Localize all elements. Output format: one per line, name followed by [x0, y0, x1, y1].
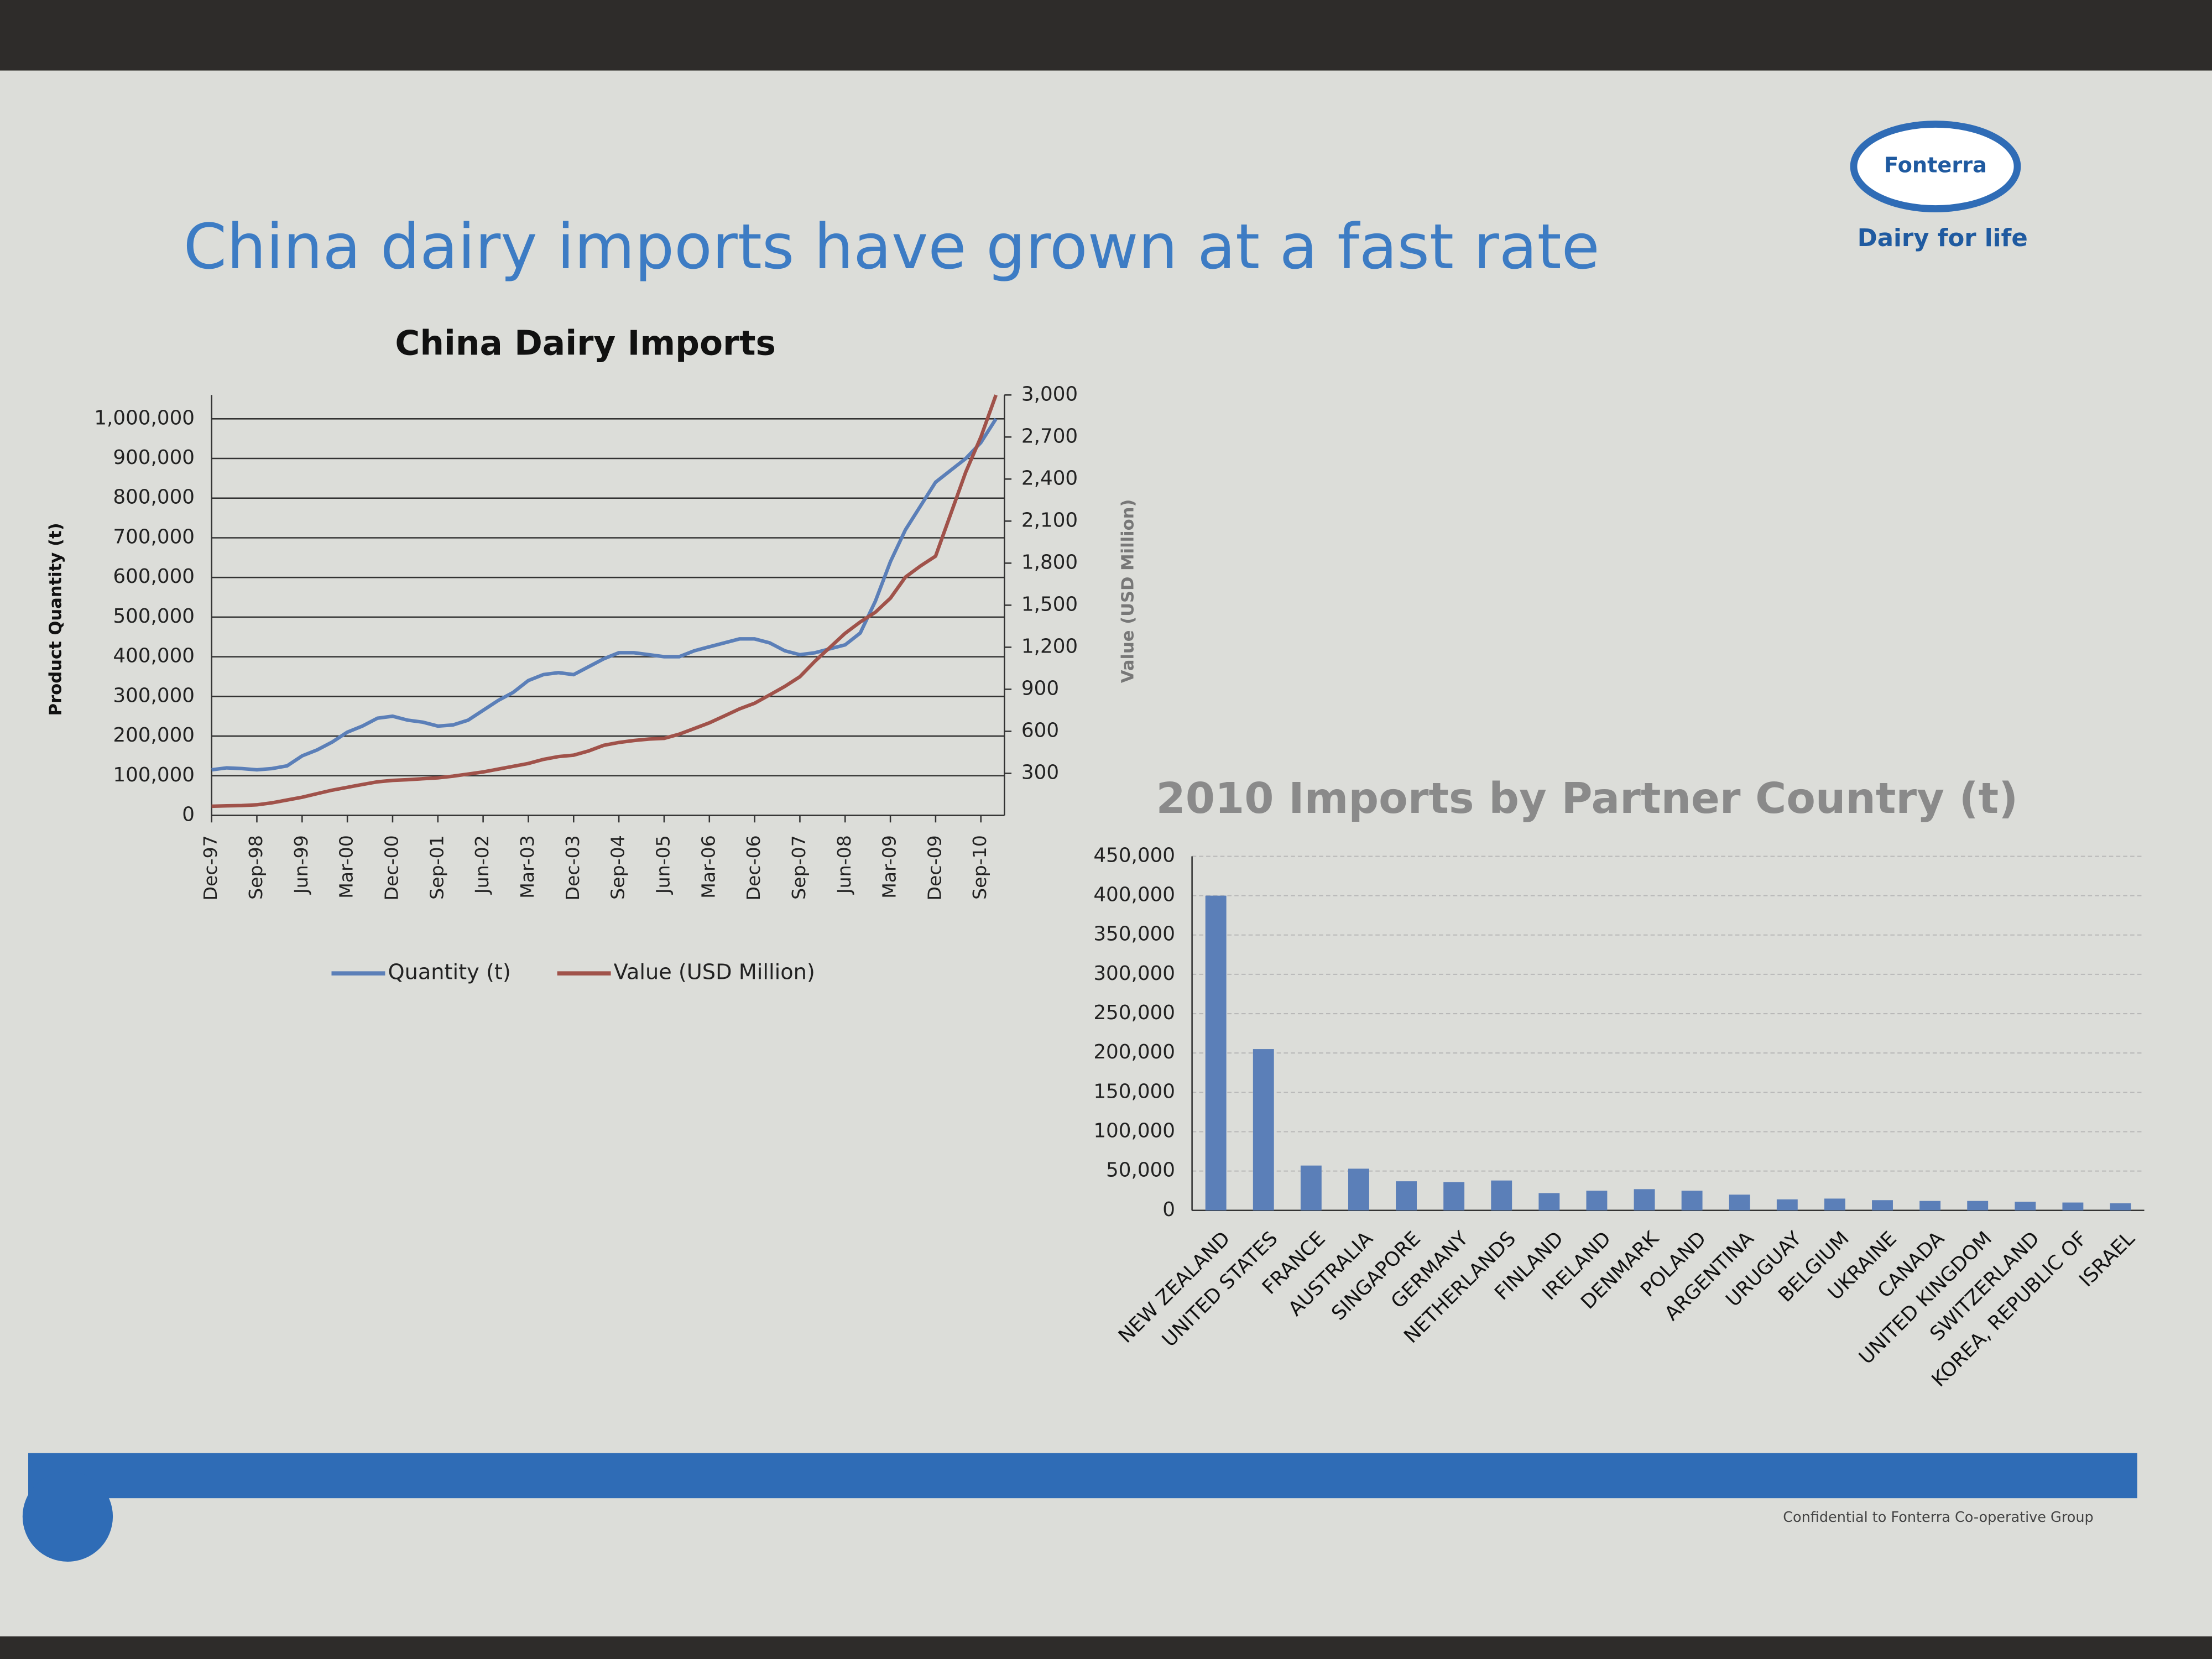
x-tick-label: Jun-08	[833, 835, 855, 895]
y-tick-label: 300,000	[113, 684, 195, 707]
x-tick-label: Dec-09	[924, 835, 945, 900]
x-tick-label: Jun-99	[290, 835, 312, 895]
bar	[1396, 1181, 1417, 1211]
bar	[1538, 1193, 1560, 1211]
y2-tick-label: 1,800	[1021, 551, 1078, 573]
bar	[1872, 1200, 1893, 1211]
y2-tick-label: 2,700	[1021, 425, 1078, 447]
y2-axis-title: Value (USD Million)	[1118, 499, 1138, 684]
y-tick-label: 800,000	[113, 486, 195, 509]
bar	[2110, 1203, 2131, 1211]
footer-band	[28, 1453, 2137, 1499]
footer-swoosh	[22, 1471, 113, 1562]
bar	[1776, 1199, 1798, 1211]
y-tick-label: 300,000	[1093, 962, 1175, 985]
y-tick-label: 900,000	[113, 446, 195, 469]
bar	[1443, 1182, 1465, 1211]
y-tick-label: 200,000	[113, 724, 195, 747]
y2-tick-label: 1,200	[1021, 635, 1078, 658]
y-tick-label: 400,000	[1093, 884, 1175, 906]
y-tick-label: 400,000	[113, 645, 195, 667]
series-line	[211, 394, 998, 808]
y2-tick-label: 3,000	[1021, 383, 1078, 405]
x-tick-label: Jun-05	[652, 835, 674, 895]
x-tick-label: Sep-07	[788, 835, 810, 900]
x-tick-label: Mar-00	[336, 835, 357, 899]
y2-tick-label: 2,100	[1021, 509, 1078, 531]
legend-label: Quantity (t)	[388, 960, 511, 985]
x-tick-label: Sep-04	[607, 835, 629, 900]
paper	[0, 70, 2212, 1637]
y2-tick-label: 900	[1021, 677, 1059, 700]
y-tick-label: 50,000	[1106, 1159, 1175, 1182]
x-tick-label: Dec-06	[743, 835, 764, 900]
y-tick-label: 200,000	[1093, 1041, 1175, 1063]
x-tick-label: Sep-01	[426, 835, 447, 900]
bar	[1824, 1198, 1845, 1211]
y-tick-label: 450,000	[1093, 844, 1175, 867]
y2-tick-label: 2,400	[1021, 467, 1078, 489]
series-line	[211, 418, 998, 772]
y-tick-label: 1,000,000	[94, 406, 195, 429]
logo-ring	[1850, 121, 2021, 212]
y-tick-label: 100,000	[1093, 1119, 1175, 1142]
x-tick-label: Sep-10	[969, 835, 990, 900]
y-tick-label: 0	[182, 803, 195, 826]
bar	[1348, 1168, 1369, 1211]
bar	[2062, 1202, 2084, 1211]
bar	[1253, 1049, 1274, 1211]
x-tick-label: Mar-09	[879, 835, 900, 899]
y-tick-label: 350,000	[1093, 923, 1175, 946]
y2-tick-label: 300	[1021, 761, 1059, 784]
x-tick-label: Sep-98	[245, 835, 267, 900]
y2-tick-label: 1,500	[1021, 593, 1078, 615]
page-title: China dairy imports have grown at a fast…	[184, 211, 1600, 283]
y-tick-label: 100,000	[113, 764, 195, 786]
x-tick-label: Dec-00	[380, 835, 402, 900]
legend-label: Value (USD Million)	[614, 960, 815, 985]
y-tick-label: 150,000	[1093, 1080, 1175, 1103]
bar	[1681, 1191, 1703, 1211]
bar	[1300, 1165, 1322, 1211]
bar	[1586, 1191, 1608, 1211]
y2-tick-label: 600	[1021, 719, 1059, 742]
bar	[1967, 1201, 1989, 1211]
x-tick-label: Dec-97	[200, 835, 221, 900]
x-tick-label: Jun-02	[471, 835, 493, 895]
footer-note: Confidential to Fonterra Co-operative Gr…	[1783, 1509, 2093, 1526]
chart-title: 2010 Imports by Partner Country (t)	[1156, 774, 2018, 823]
y-tick-label: 500,000	[113, 605, 195, 628]
x-tick-label: Mar-03	[517, 835, 538, 899]
logo: Fonterra	[1884, 153, 1987, 178]
y-tick-label: 0	[1162, 1198, 1175, 1221]
y-tick-label: 600,000	[113, 565, 195, 588]
bar	[1919, 1201, 1941, 1211]
y-tick-label: 700,000	[113, 525, 195, 548]
chart-title: China Dairy Imports	[395, 324, 776, 363]
bar	[1634, 1189, 1655, 1211]
tagline: Dairy for life	[1858, 225, 2028, 252]
bar	[1729, 1194, 1750, 1211]
y-axis-title: Product Quantity (t)	[46, 523, 66, 716]
bar	[2015, 1202, 2036, 1211]
bar	[1205, 895, 1227, 1211]
x-tick-label: Dec-03	[562, 835, 583, 900]
x-tick-label: Mar-06	[697, 835, 719, 899]
bar	[1491, 1180, 1512, 1211]
y-tick-label: 250,000	[1093, 1001, 1175, 1024]
